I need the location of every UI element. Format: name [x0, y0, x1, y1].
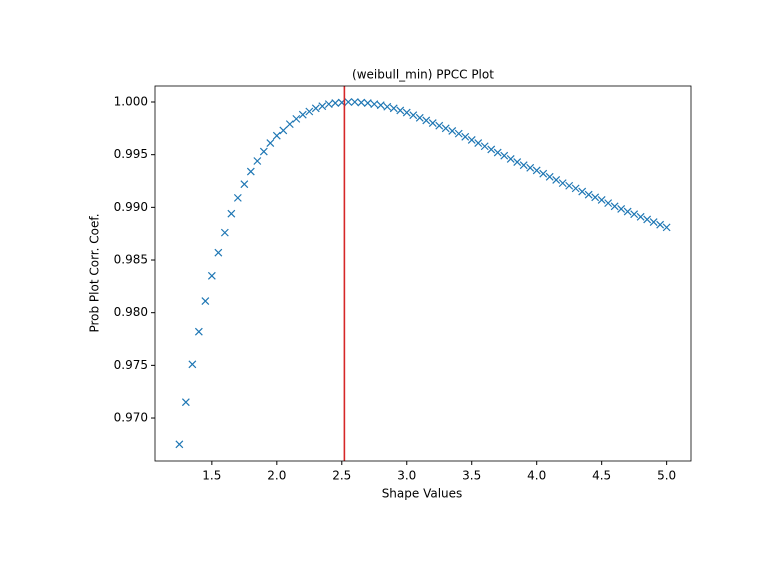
marker	[376, 101, 385, 110]
marker	[214, 248, 223, 257]
marker	[389, 104, 398, 113]
marker	[240, 180, 249, 189]
x-tick-label: 3.5	[462, 469, 481, 483]
x-tick-label: 3.0	[397, 469, 416, 483]
marker	[409, 111, 418, 120]
marker	[285, 120, 294, 129]
marker	[467, 136, 476, 144]
y-axis-label: Prob Plot Corr. Coef.	[88, 213, 102, 332]
marker	[526, 163, 535, 172]
marker	[311, 104, 320, 113]
marker	[591, 193, 600, 202]
marker	[571, 184, 580, 193]
marker	[513, 158, 522, 166]
marker	[558, 179, 567, 188]
marker	[396, 106, 405, 115]
x-tick-label: 2.5	[332, 469, 351, 483]
marker	[415, 113, 424, 122]
marker	[181, 398, 190, 407]
marker	[402, 108, 411, 117]
marker	[233, 193, 242, 202]
marker	[636, 212, 645, 221]
marker	[272, 131, 281, 140]
y-tick-label: 0.980	[114, 305, 148, 319]
marker	[578, 187, 587, 196]
marker	[441, 124, 450, 133]
x-tick-label: 2.0	[267, 469, 286, 483]
y-tick-label: 0.970	[114, 411, 148, 425]
marker	[246, 167, 255, 176]
marker	[422, 116, 431, 125]
marker	[461, 132, 470, 141]
marker	[227, 209, 236, 218]
marker	[298, 110, 307, 119]
marker	[363, 99, 372, 107]
marker	[220, 228, 229, 237]
marker	[357, 98, 366, 107]
marker	[474, 139, 483, 148]
marker	[623, 207, 632, 216]
marker	[331, 99, 340, 107]
marker	[454, 129, 463, 138]
marker	[597, 196, 606, 204]
marker	[324, 100, 333, 109]
marker	[305, 107, 314, 116]
marker	[201, 297, 210, 306]
marker	[194, 327, 203, 336]
y-tick-label: 0.985	[114, 253, 148, 267]
marker	[545, 172, 554, 181]
y-tick-label: 0.995	[114, 147, 148, 161]
x-axis-label: Shape Values	[382, 487, 463, 501]
marker	[493, 148, 502, 157]
marker	[448, 127, 457, 135]
marker	[617, 205, 626, 213]
marker	[480, 142, 489, 151]
marker	[649, 218, 658, 227]
marker	[253, 157, 262, 165]
y-tick-label: 0.975	[114, 358, 148, 372]
x-tick-label: 5.0	[657, 469, 676, 483]
marker	[435, 121, 444, 130]
chart-title: (weibull_min) PPCC Plot	[352, 68, 494, 82]
marker	[428, 119, 437, 128]
marker	[500, 151, 509, 160]
marker	[266, 139, 275, 148]
marker	[584, 190, 593, 199]
marker	[630, 210, 639, 219]
marker	[604, 199, 613, 208]
marker	[519, 161, 528, 170]
marker	[565, 181, 574, 190]
x-tick-label: 1.5	[202, 469, 221, 483]
marker	[552, 176, 561, 184]
marker	[370, 100, 379, 109]
y-tick-label: 1.000	[114, 95, 148, 109]
y-tick-label: 0.990	[114, 200, 148, 214]
marker	[344, 98, 353, 106]
marker	[207, 271, 216, 280]
marker	[318, 102, 327, 111]
marker	[188, 360, 197, 369]
marker	[662, 223, 671, 232]
marker	[292, 114, 301, 123]
marker	[539, 169, 548, 178]
marker	[279, 126, 288, 135]
marker	[506, 154, 515, 163]
x-tick-label: 4.0	[527, 469, 546, 483]
marker	[350, 98, 359, 106]
marker	[532, 166, 541, 175]
marker	[643, 215, 652, 224]
marker	[610, 202, 619, 211]
marker	[175, 440, 184, 449]
marker	[656, 220, 665, 229]
axes-frame	[154, 85, 692, 462]
x-tick-label: 4.5	[592, 469, 611, 483]
marker	[383, 102, 392, 111]
marker	[259, 147, 268, 156]
marker	[487, 145, 496, 154]
